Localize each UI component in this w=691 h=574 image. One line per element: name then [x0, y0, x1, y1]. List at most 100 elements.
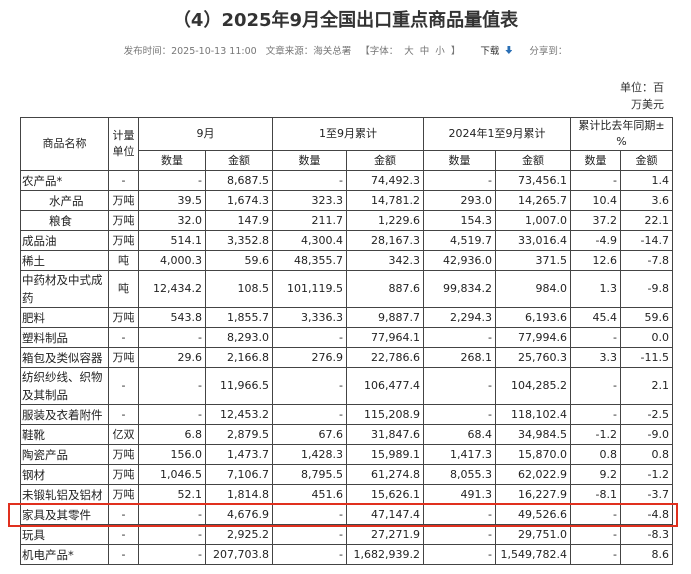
value-cell: 156.0 — [138, 444, 206, 465]
font-label: 【字体： — [360, 46, 399, 57]
value-cell: 118,102.4 — [495, 404, 571, 425]
table-row: 服装及衣着附件 - -12,453.2-115,208.9-118,102.4- -2… — [20, 404, 674, 425]
value-cell: 45.4 — [570, 307, 621, 328]
font-label-end: 】 — [450, 46, 461, 57]
unit-cell: 万吨 — [108, 464, 139, 485]
value-cell: 147.9 — [205, 210, 273, 231]
value-cell: 154.3 — [423, 210, 496, 231]
column-subheader: 数量 — [138, 150, 206, 171]
table-row: 机电产品* - -207,703.8-1,682,939.2-1,549,782.4… — [20, 544, 674, 565]
value-cell: - — [272, 544, 347, 565]
value-cell: 25,760.3 — [495, 347, 571, 368]
download-icon[interactable] — [505, 46, 513, 54]
value-cell: 323.3 — [272, 190, 347, 211]
value-cell: -3.7 — [619, 484, 674, 505]
value-cell: 2,294.3 — [423, 307, 496, 328]
row-label: 肥料 — [20, 307, 109, 328]
column-header: 1至9月累计 — [272, 117, 424, 151]
value-cell: 1,674.3 — [205, 190, 273, 211]
table-row: 稀土吨 4,000.3 59.6 48,355.7 342.3 42,936.0 371.5… — [20, 250, 674, 271]
value-cell: 32.0 — [138, 210, 206, 231]
row-label: 纺织纱线、织物及其制品 — [20, 367, 109, 405]
value-cell: 1,549,782.4 — [495, 544, 571, 565]
value-cell: 108.5 — [205, 270, 273, 308]
value-cell: 9,887.7 — [346, 307, 424, 328]
row-label: 成品油 — [20, 230, 109, 251]
value-cell: 34,984.5 — [495, 424, 571, 445]
value-cell: -8.1 — [570, 484, 621, 505]
value-cell: 7,106.7 — [205, 464, 273, 485]
value-cell: 9.2 — [570, 464, 621, 485]
value-cell: 1,417.3 — [423, 444, 496, 465]
value-cell: 2,166.8 — [205, 347, 273, 368]
font-small[interactable]: 小 — [435, 46, 445, 57]
value-cell: 15,870.0 — [495, 444, 571, 465]
value-cell: 451.6 — [272, 484, 347, 505]
value-cell: 28,167.3 — [346, 230, 424, 251]
share[interactable]: 分享到： — [529, 46, 568, 57]
download[interactable]: 下载 — [480, 46, 500, 57]
unit-cell: 吨 — [108, 270, 139, 308]
value-cell: 1,046.5 — [138, 464, 206, 485]
unit-cell: 万吨 — [108, 484, 139, 505]
value-cell: 33,016.4 — [495, 230, 571, 251]
value-cell: 0.0 — [619, 327, 674, 348]
row-label: 钢材 — [20, 464, 109, 485]
column-subheader: 金额 — [346, 150, 424, 171]
table-row: 未锻轧铝及铝材 万吨 52.1 1,814.8 451.6 15,626.1 491.3 16… — [20, 484, 674, 505]
value-cell: 73,456.1 — [495, 170, 571, 191]
header-row: 商品名称 计量单位 9月 1至9月累计 2024年1至9月累计 累计比去年同期±% — [20, 117, 674, 171]
value-cell: 8,687.5 — [205, 170, 273, 191]
value-cell: 371.5 — [495, 250, 571, 271]
value-cell: -1.2 — [570, 424, 621, 445]
unit-cell: 万吨 — [108, 190, 139, 211]
value-cell: - — [570, 367, 621, 405]
value-cell: 0.8 — [619, 444, 674, 465]
value-cell: -9.8 — [619, 270, 674, 308]
value-cell: - — [138, 524, 206, 545]
value-cell: - — [423, 524, 496, 545]
value-cell: 276.9 — [272, 347, 347, 368]
value-cell: 61,274.8 — [346, 464, 424, 485]
value-cell: 3,336.3 — [272, 307, 347, 328]
value-cell: 0.8 — [570, 444, 621, 465]
value-cell: 14,781.2 — [346, 190, 424, 211]
value-cell: 1.4 — [619, 170, 674, 191]
value-cell: 101,119.5 — [272, 270, 347, 308]
row-label: 箱包及类似容器 — [20, 347, 109, 368]
value-cell: 8,055.3 — [423, 464, 496, 485]
value-cell: 12.6 — [570, 250, 621, 271]
value-cell: -4.9 — [570, 230, 621, 251]
value-cell: 10.4 — [570, 190, 621, 211]
column-header: 2024年1至9月累计 — [423, 117, 571, 151]
value-cell: 4,519.7 — [423, 230, 496, 251]
value-cell: 1,473.7 — [205, 444, 273, 465]
value-cell: - — [423, 327, 496, 348]
value-cell: 1,855.7 — [205, 307, 273, 328]
column-subheader: 金额 — [495, 150, 571, 171]
value-cell: 268.1 — [423, 347, 496, 368]
value-cell: 4,300.4 — [272, 230, 347, 251]
font-medium[interactable]: 中 — [419, 46, 430, 57]
value-cell: - — [423, 404, 496, 425]
value-cell: - — [570, 524, 621, 545]
value-cell: - — [570, 544, 621, 565]
value-cell: 491.3 — [423, 484, 496, 505]
row-label: 未锻轧铝及铝材 — [20, 484, 109, 505]
unit-cell: 万吨 — [108, 230, 139, 251]
value-cell: 47,147.4 — [346, 504, 424, 525]
value-cell: 293.0 — [423, 190, 496, 211]
value-cell: 29,751.0 — [495, 524, 571, 545]
unit-cell: 万吨 — [108, 444, 139, 465]
value-cell: 3.3 — [570, 347, 621, 368]
value-cell: 2.1 — [619, 367, 674, 405]
font-large[interactable]: 大 — [404, 46, 414, 57]
value-cell: 1.3 — [570, 270, 621, 308]
subheader-row: 数量 金额 数量 金额 数量 金额 数量 金额 — [21, 150, 674, 171]
value-cell: 514.1 — [138, 230, 206, 251]
value-cell: -8.3 — [619, 524, 674, 545]
value-cell: -11.5 — [619, 347, 674, 368]
value-cell: 1,007.0 — [495, 210, 571, 231]
unit-note: 单位：百万美元 — [620, 81, 664, 111]
unit-cell: 万吨 — [108, 210, 139, 231]
